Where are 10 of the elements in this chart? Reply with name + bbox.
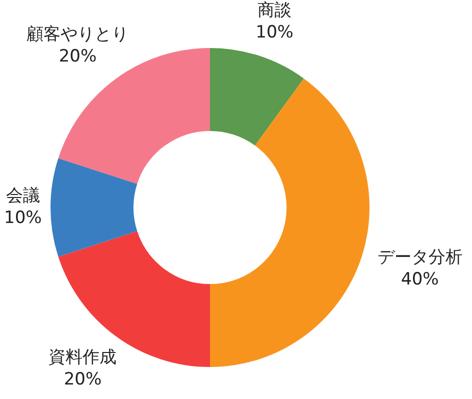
data-label: 40% bbox=[401, 270, 439, 290]
data-label: 10% bbox=[4, 208, 42, 228]
slice-label: 顧客やりとり bbox=[26, 24, 129, 45]
data-label: 20% bbox=[58, 46, 97, 67]
slice-label: 会議 bbox=[6, 186, 40, 206]
data-label: 20% bbox=[64, 369, 102, 390]
slice-label: 資料作成 bbox=[48, 347, 117, 368]
data-label: 10% bbox=[256, 22, 294, 42]
slice-label: 商談 bbox=[258, 0, 292, 20]
slice-label: データ分析 bbox=[377, 248, 462, 268]
